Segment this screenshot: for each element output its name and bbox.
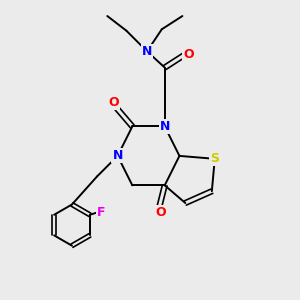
- Text: N: N: [112, 149, 123, 162]
- Text: O: O: [183, 48, 194, 61]
- Text: O: O: [108, 96, 119, 109]
- Text: F: F: [97, 206, 105, 219]
- Text: S: S: [210, 152, 219, 165]
- Text: O: O: [155, 206, 166, 219]
- Text: N: N: [160, 120, 170, 133]
- Text: N: N: [142, 45, 152, 58]
